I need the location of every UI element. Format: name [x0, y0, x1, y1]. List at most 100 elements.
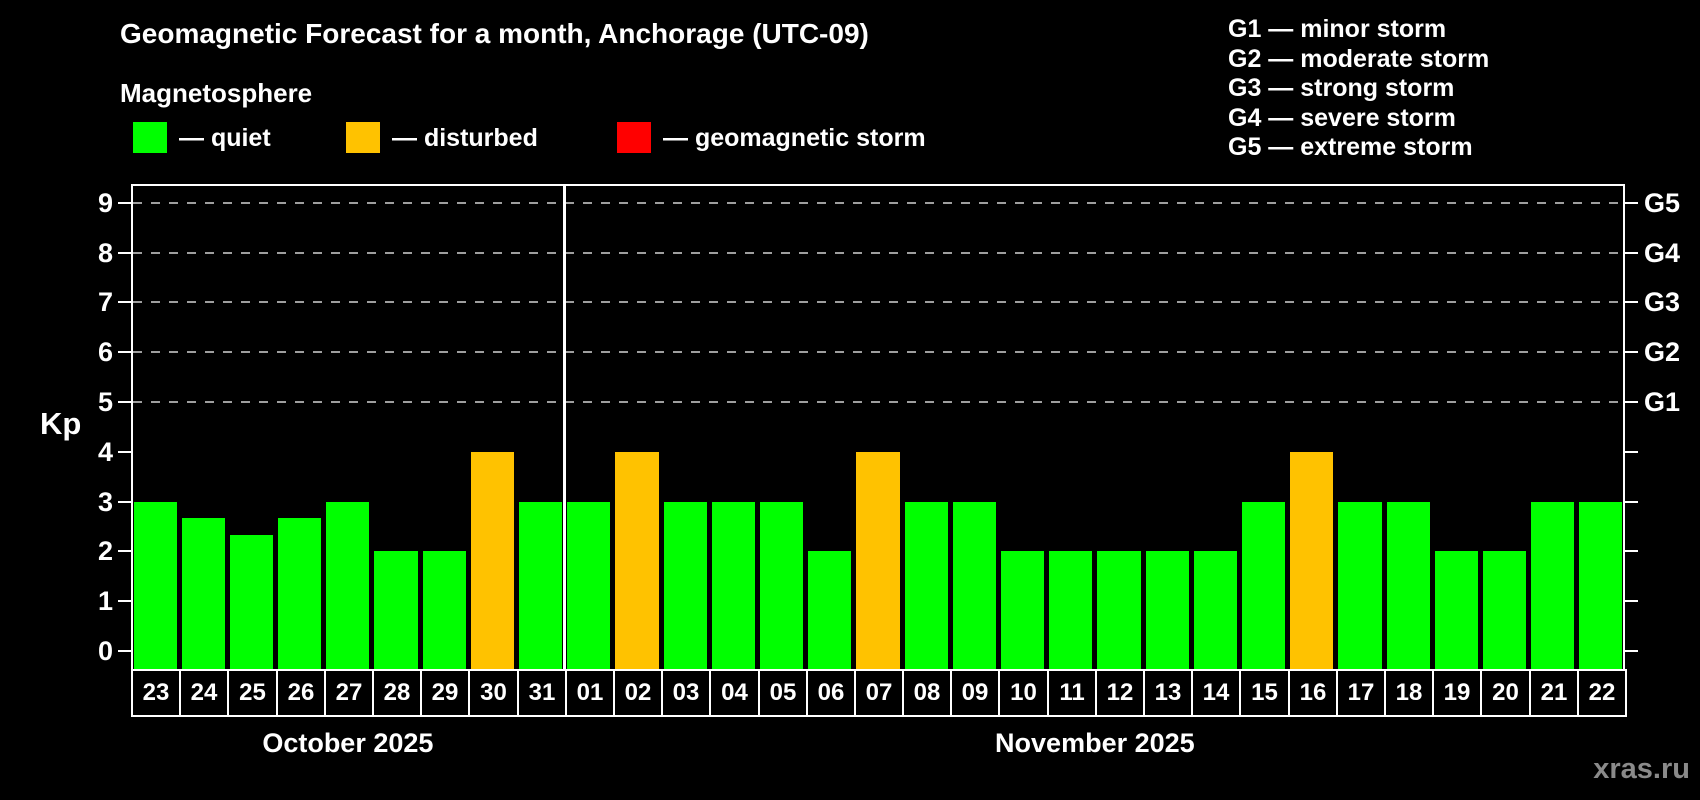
legend-label-disturbed: — disturbed: [392, 124, 538, 152]
date-cell: 09: [950, 669, 1000, 717]
date-cell: 04: [709, 669, 760, 717]
legend-label-quiet: — quiet: [179, 124, 271, 152]
y-tick-left: [118, 201, 131, 204]
legend-swatch-disturbed: [346, 122, 380, 153]
date-cell: 14: [1191, 669, 1241, 717]
kp-bar-day-30: [470, 451, 515, 669]
month-label: October 2025: [262, 728, 434, 758]
kp-bar-day-16: [1290, 451, 1334, 669]
kp-bar-day-19: [1434, 551, 1478, 669]
page-title: Geomagnetic Forecast for a month, Anchor…: [120, 18, 869, 49]
y-tick-right: [1625, 301, 1638, 304]
kp-bar-day-28: [374, 551, 418, 669]
kp-bar-day-24: [181, 518, 225, 669]
g-scale-label: G4: [1644, 237, 1681, 268]
storm-scale-item: G3 — strong storm: [1228, 74, 1455, 102]
y-tick-left: [118, 650, 131, 652]
watermark: xras.ru: [1593, 753, 1690, 785]
kp-bar-day-17: [1338, 501, 1382, 669]
kp-bar-day-18: [1386, 501, 1430, 669]
kp-bar-day-09: [952, 501, 996, 669]
kp-bar-day-07: [856, 451, 900, 669]
date-cell: 16: [1288, 669, 1338, 717]
date-cell: 06: [806, 669, 856, 717]
date-cell: 20: [1480, 669, 1531, 717]
kp-bar-day-21: [1531, 501, 1575, 669]
storm-scale-item: G4 — severe storm: [1228, 103, 1456, 132]
date-cell: 10: [998, 669, 1049, 717]
month-separator: [563, 186, 567, 669]
kp-bar-day-31: [519, 501, 563, 669]
kp-bar-day-02: [615, 451, 659, 669]
y-tick-label: 3: [97, 486, 113, 517]
date-cell: 29: [420, 669, 470, 717]
date-cell: 05: [758, 669, 808, 717]
y-tick-left: [118, 351, 131, 354]
date-cell: 24: [179, 669, 229, 717]
kp-bar-day-12: [1097, 551, 1141, 669]
date-cell: 26: [276, 669, 326, 717]
kp-bar-day-20: [1482, 551, 1527, 669]
kp-bar-day-13: [1145, 551, 1189, 669]
y-tick-label: 9: [97, 187, 113, 218]
kp-bar-day-25: [229, 534, 274, 669]
kp-bar-day-29: [422, 551, 466, 669]
storm-scale-item: G5 — extreme storm: [1228, 133, 1473, 161]
kp-bar-day-03: [663, 501, 707, 669]
y-axis-label: Kp: [40, 406, 82, 441]
y-tick-label: 1: [97, 586, 113, 617]
date-cell: 22: [1577, 669, 1627, 717]
date-cell: 28: [372, 669, 422, 717]
y-tick-label: 0: [97, 636, 113, 666]
plot-area: [131, 184, 1625, 669]
kp-bar-day-08: [904, 501, 948, 669]
date-cell: 13: [1143, 669, 1193, 717]
y-tick-label: 4: [97, 436, 113, 467]
kp-bar-day-15: [1241, 501, 1286, 669]
kp-bar-day-10: [1000, 551, 1045, 669]
kp-bar-day-22: [1579, 501, 1623, 669]
date-cell: 08: [902, 669, 952, 717]
date-cell: 19: [1432, 669, 1482, 717]
legend-swatch-storm: [617, 122, 651, 153]
kp-bar-day-05: [760, 501, 804, 669]
g-scale-label: G2: [1644, 337, 1681, 368]
y-tick-right: [1625, 550, 1638, 553]
kp-bar-day-11: [1049, 551, 1093, 669]
y-tick-left: [118, 401, 131, 403]
kp-bar-day-14: [1193, 551, 1237, 669]
storm-scale-item: G1 — minor storm: [1228, 15, 1447, 43]
y-tick-right: [1625, 450, 1638, 453]
date-cell: 02: [613, 669, 663, 717]
legend-swatch-quiet: [133, 122, 167, 153]
date-cell: 25: [227, 669, 278, 717]
y-tick-left: [118, 251, 131, 254]
date-cell: 27: [324, 669, 374, 717]
date-cell: 12: [1095, 669, 1145, 717]
g-scale-label: G1: [1644, 387, 1681, 417]
y-tick-right: [1625, 201, 1638, 204]
y-tick-right: [1625, 351, 1638, 354]
gridline-kp-5: [133, 401, 1623, 403]
legend-label-storm: — geomagnetic storm: [663, 124, 926, 152]
kp-bar-day-26: [278, 518, 322, 669]
y-tick-label: 5: [97, 387, 113, 417]
storm-scale-item: G2 — moderate storm: [1228, 44, 1490, 73]
y-tick-label: 2: [97, 536, 113, 567]
g-scale-label: G3: [1644, 287, 1681, 318]
date-cell: 17: [1336, 669, 1386, 717]
date-cell: 18: [1384, 669, 1434, 717]
date-cell: 31: [517, 669, 567, 717]
date-cell: 21: [1529, 669, 1579, 717]
y-tick-left: [118, 301, 131, 304]
kp-bar-day-06: [808, 551, 852, 669]
kp-bar-day-01: [567, 501, 611, 669]
kp-bar-day-23: [133, 501, 177, 669]
kp-bar-day-27: [326, 501, 370, 669]
y-tick-right: [1625, 650, 1638, 652]
kp-bar-day-04: [711, 501, 755, 669]
gridline-kp-6: [133, 351, 1623, 354]
date-cell: 23: [131, 669, 181, 717]
y-tick-right: [1625, 251, 1638, 254]
